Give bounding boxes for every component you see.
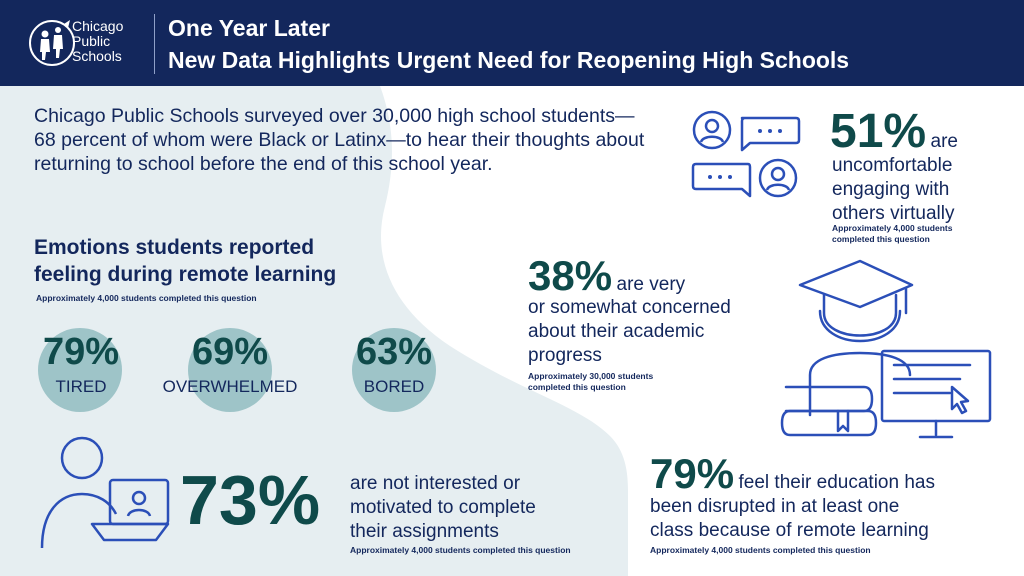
motivation-line-1: are not interested or (350, 473, 521, 494)
virtual-line-2: engaging with (832, 179, 950, 200)
academic-note: Approximately 30,000 students completed … (528, 371, 653, 393)
intro-text: Chicago Public Schools surveyed over 30,… (34, 105, 645, 175)
academic-line-1: or somewhat concerned (528, 297, 731, 318)
header-banner (0, 0, 1024, 86)
academic-percent: 38% (528, 252, 613, 299)
disrupted-percent: 79% (650, 450, 735, 497)
tired-label: TIRED (55, 377, 107, 396)
academic-text: or somewhat concerned about their academ… (528, 296, 788, 368)
page-subtitle: New Data Highlights Urgent Need for Reop… (168, 47, 850, 73)
logo-line-3: Schools (72, 48, 122, 64)
logo-line-1: Chicago (72, 18, 124, 34)
background-shape (0, 86, 628, 576)
header-divider (154, 14, 155, 74)
logo-text: Chicago Public Schools (72, 19, 123, 64)
bored-percent: 63% (355, 331, 433, 373)
academic-heading: 38% are very (528, 252, 685, 300)
virtual-note-2: completed this question (832, 234, 930, 244)
motivation-note: Approximately 4,000 students completed t… (350, 545, 571, 555)
page-title: One Year Later (168, 15, 330, 41)
virtual-line-3: others virtually (832, 203, 955, 224)
emotions-heading: Emotions students reported feeling durin… (34, 234, 336, 288)
virtual-percent: 51% (830, 105, 927, 158)
academic-line-3: progress (528, 345, 602, 366)
disrupted-line-1: been disrupted in at least one (650, 496, 900, 517)
overwhelmed-percent: 69% (191, 331, 269, 373)
emotions-heading-line-1: Emotions students reported (34, 236, 315, 259)
motivation-text: are not interested or motivated to compl… (350, 472, 630, 544)
academic-note-2: completed this question (528, 382, 626, 392)
academic-note-1: Approximately 30,000 students (528, 371, 654, 381)
virtual-text: uncomfortable engaging with others virtu… (832, 154, 1022, 226)
disrupted-suffix: feel their education has (738, 472, 935, 493)
academic-suffix: are very (616, 274, 686, 295)
virtual-heading: 51% are (830, 104, 958, 159)
virtual-note: Approximately 4,000 students completed t… (832, 223, 952, 245)
motivation-line-2: motivated to complete (350, 497, 536, 518)
graduate-books-monitor-icon (780, 259, 992, 439)
logo-line-2: Public (72, 33, 111, 49)
overwhelmed-circle (188, 328, 272, 412)
student-laptop-icon (40, 436, 170, 549)
chat-bubbles-icon (691, 110, 801, 198)
disrupted-heading: 79% feel their education has (650, 450, 935, 498)
overwhelmed-label: OVERWHELMED (162, 377, 298, 396)
disrupted-line-2: class because of remote learning (650, 520, 929, 541)
virtual-line-1: uncomfortable (832, 155, 953, 176)
emotions-note: Approximately 4,000 students completed t… (36, 293, 257, 303)
academic-line-2: about their academic (528, 321, 705, 342)
disrupted-note: Approximately 4,000 students completed t… (650, 545, 871, 555)
cps-logo-icon (29, 20, 75, 66)
disrupted-text: been disrupted in at least one class bec… (650, 495, 1010, 543)
virtual-suffix: are (930, 131, 958, 152)
tired-circle (38, 328, 122, 412)
bored-circle (352, 328, 436, 412)
motivation-percent: 73% (180, 461, 321, 539)
motivation-line-3: their assignments (350, 521, 499, 542)
bored-label: BORED (363, 377, 425, 396)
tired-percent: 79% (42, 331, 120, 373)
emotions-heading-line-2: feeling during remote learning (34, 263, 337, 286)
virtual-note-1: Approximately 4,000 students (832, 223, 953, 233)
